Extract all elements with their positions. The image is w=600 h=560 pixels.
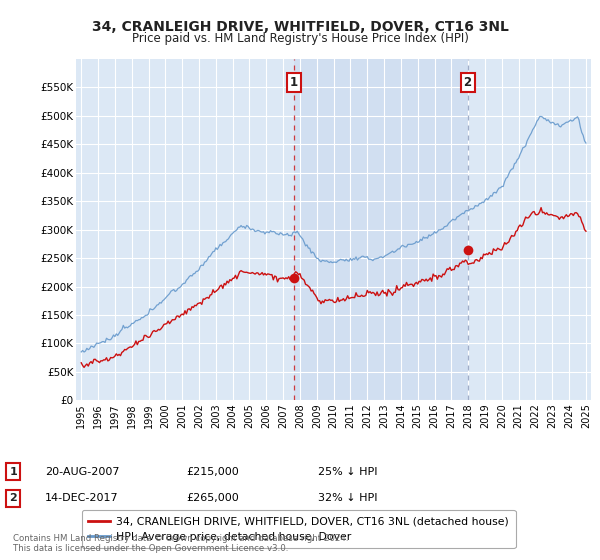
Bar xyxy=(293,59,467,400)
Text: 1: 1 xyxy=(10,466,17,477)
Text: Price paid vs. HM Land Registry's House Price Index (HPI): Price paid vs. HM Land Registry's House … xyxy=(131,32,469,45)
Text: 25% ↓ HPI: 25% ↓ HPI xyxy=(318,466,377,477)
Text: 2: 2 xyxy=(10,493,17,503)
Text: 20-AUG-2007: 20-AUG-2007 xyxy=(45,466,119,477)
Text: £265,000: £265,000 xyxy=(186,493,239,503)
Text: 32% ↓ HPI: 32% ↓ HPI xyxy=(318,493,377,503)
Text: £215,000: £215,000 xyxy=(186,466,239,477)
Text: 1: 1 xyxy=(289,76,298,89)
Text: 34, CRANLEIGH DRIVE, WHITFIELD, DOVER, CT16 3NL: 34, CRANLEIGH DRIVE, WHITFIELD, DOVER, C… xyxy=(92,20,508,34)
Text: 14-DEC-2017: 14-DEC-2017 xyxy=(45,493,119,503)
Text: 2: 2 xyxy=(463,76,472,89)
Legend: 34, CRANLEIGH DRIVE, WHITFIELD, DOVER, CT16 3NL (detached house), HPI: Average p: 34, CRANLEIGH DRIVE, WHITFIELD, DOVER, C… xyxy=(82,510,515,548)
Text: Contains HM Land Registry data © Crown copyright and database right 2024.
This d: Contains HM Land Registry data © Crown c… xyxy=(13,534,349,553)
